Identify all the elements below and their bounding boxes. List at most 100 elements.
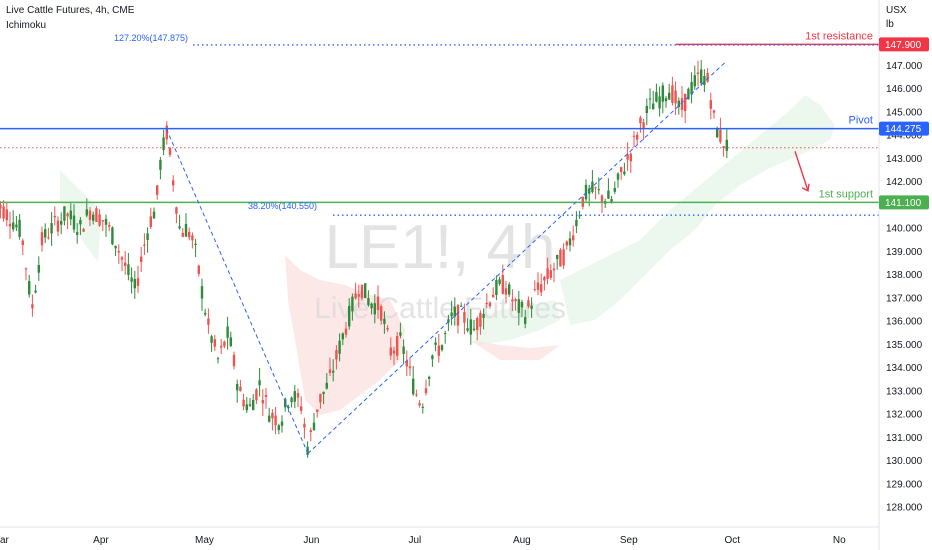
candle-body: [428, 376, 431, 379]
candle-body: [584, 184, 588, 200]
x-tick-label: No: [833, 535, 846, 546]
candle-body: [405, 360, 408, 367]
candle-body: [130, 277, 133, 282]
y-tick-label: 147.000: [886, 61, 923, 72]
candle-body: [175, 207, 178, 214]
y-tick-label: 134.000: [886, 363, 923, 374]
candle-body: [392, 350, 396, 354]
candle-body: [725, 139, 728, 151]
candle-body: [722, 146, 725, 149]
indicator-label: Ichimoku: [6, 20, 47, 31]
candle-body: [380, 306, 383, 321]
candle-body: [168, 148, 172, 155]
fib-swing-line-up[interactable]: [307, 62, 726, 454]
candle-body: [207, 318, 210, 325]
candle-body: [594, 187, 597, 189]
y-tick-label: 144.000: [886, 131, 923, 142]
candle-body: [133, 278, 136, 289]
time-axis: ar Apr May Jun Jul Aug Sep Oct No: [0, 526, 879, 546]
candle-body: [21, 240, 24, 246]
candle-body: [239, 386, 242, 391]
candle-body: [488, 302, 492, 307]
candle-body: [575, 219, 578, 227]
candle-body: [716, 127, 719, 138]
candle-body: [629, 153, 632, 162]
candle-body: [546, 268, 549, 280]
x-tick-label: ar: [0, 535, 10, 546]
candle-body: [607, 190, 610, 199]
x-tick-label: Aug: [513, 535, 531, 546]
y-tick-label: 138.000: [886, 270, 923, 281]
candle-body: [325, 382, 328, 389]
candle-body: [562, 249, 565, 266]
candle-body: [306, 446, 309, 455]
candle-body: [82, 228, 85, 232]
candle-body: [117, 251, 120, 253]
candle-body: [261, 399, 264, 404]
candle-body: [172, 180, 175, 186]
candle-body: [31, 304, 34, 309]
candle-body: [104, 218, 108, 225]
candle-body: [303, 423, 306, 428]
candle-body: [504, 288, 508, 295]
candle-body: [658, 96, 661, 109]
candle-body: [456, 305, 460, 326]
candle-body: [156, 185, 159, 195]
candle-body: [191, 235, 194, 241]
candle-body: [120, 257, 124, 260]
candle-body: [300, 406, 303, 411]
ichimoku-cloud: [60, 95, 835, 415]
candle-body: [367, 298, 370, 306]
candle-body: [514, 299, 517, 302]
candle-body: [280, 421, 284, 426]
candle-body: [556, 255, 559, 260]
candle-body: [60, 220, 63, 225]
candle-body: [460, 305, 463, 307]
candle-body: [591, 181, 594, 193]
y-tick-label: 128.000: [886, 503, 923, 514]
candle-body: [712, 110, 716, 113]
candle-body: [18, 219, 21, 237]
candle-body: [498, 279, 501, 284]
candle-body: [194, 243, 197, 246]
candle-body: [616, 173, 620, 180]
y-tick-label: 129.000: [886, 479, 923, 490]
candle-body: [2, 206, 5, 219]
candle-body: [53, 215, 56, 218]
x-tick-label: May: [195, 535, 214, 546]
candle-body: [703, 76, 706, 86]
candle-body: [671, 85, 674, 103]
candle-body: [351, 296, 354, 312]
x-tick-label: Oct: [725, 535, 741, 546]
candle-body: [258, 380, 261, 386]
projection-arrow-shaft: [794, 151, 809, 192]
candle-body: [236, 384, 239, 391]
candle-body: [328, 369, 332, 373]
support-label: 1st support: [819, 188, 873, 200]
candle-body: [184, 224, 188, 237]
candle-body: [508, 284, 511, 295]
candle-body: [165, 125, 168, 140]
candle-body: [578, 215, 581, 217]
candle-body: [383, 318, 386, 325]
candle-body: [700, 69, 703, 84]
annotation-layer: 1st resistance Pivot 1st support 127.20%(14…: [0, 30, 879, 454]
candle-body: [360, 284, 364, 299]
candle-body: [626, 154, 629, 160]
candle-body: [524, 317, 527, 324]
candle-body: [472, 328, 476, 330]
candle-body: [181, 232, 184, 237]
candle-body: [559, 249, 562, 267]
resistance-tag: [879, 37, 929, 52]
candle-body: [463, 311, 466, 323]
resistance-label: 1st resistance: [805, 30, 873, 42]
y-tick-label: 136.000: [886, 317, 923, 328]
y-tick-label: 130.000: [886, 456, 923, 467]
fib-swing-line-down[interactable]: [166, 128, 309, 454]
candle-body: [661, 85, 664, 102]
candle-body: [271, 412, 274, 419]
candle-body: [322, 391, 325, 395]
candle-body: [216, 358, 220, 360]
y-tick-label: 131.000: [886, 433, 923, 444]
